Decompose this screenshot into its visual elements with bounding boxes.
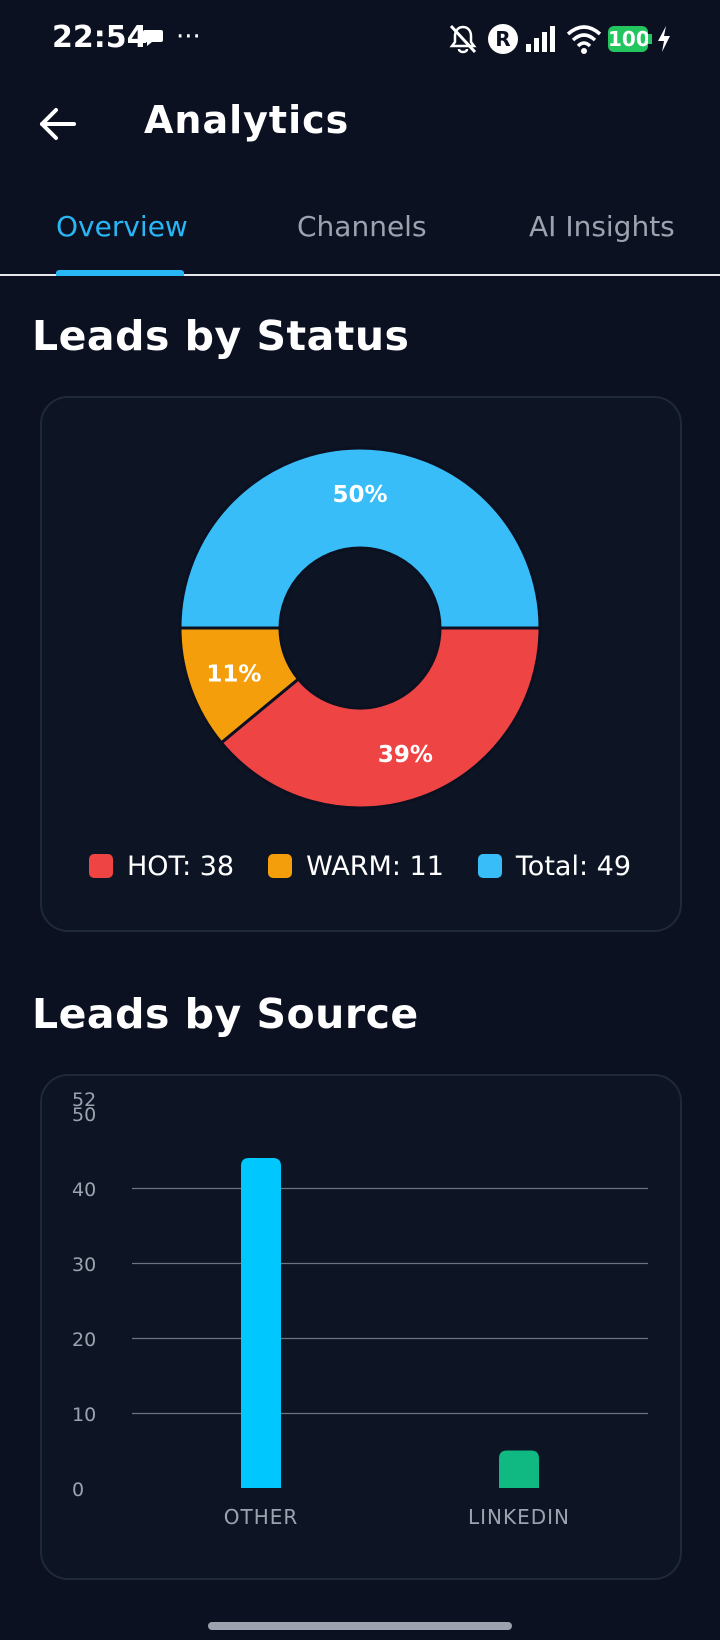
charging-icon	[658, 26, 670, 52]
y-tick-label: 10	[72, 1404, 96, 1426]
roaming-icon: R	[488, 24, 518, 54]
legend-item-warm: WARM: 11	[268, 846, 444, 886]
donut-label-warm: 11%	[206, 661, 261, 687]
status-legend: HOT: 38 WARM: 11 Total: 49	[0, 846, 720, 886]
y-tick-label: 30	[72, 1254, 96, 1276]
y-tick-label: 52	[72, 1089, 96, 1111]
legend-label-hot: HOT: 38	[126, 850, 235, 882]
x-tick-label-other: OTHER	[224, 1505, 299, 1529]
tab-ai-insights[interactable]: AI Insights	[529, 210, 675, 243]
leads-by-source-title: Leads by Source	[32, 990, 419, 1038]
wifi-icon	[566, 25, 602, 54]
y-tick-label: 50	[72, 1104, 96, 1126]
leads-by-status-title: Leads by Status	[32, 312, 410, 360]
legend-swatch-warm	[268, 854, 293, 878]
bar-other[interactable]	[241, 1158, 281, 1488]
tab-bar: Overview Channels AI Insights	[0, 190, 720, 276]
legend-swatch-hot	[88, 854, 113, 878]
status-time: 22:54	[52, 20, 148, 55]
bar-linkedin[interactable]	[499, 1450, 539, 1489]
legend-swatch-total	[477, 854, 502, 878]
legend-label-warm: WARM: 11	[306, 850, 444, 882]
message-icon	[143, 30, 163, 46]
back-arrow-icon[interactable]	[32, 100, 84, 148]
signal-icon	[526, 26, 555, 52]
y-tick-label: 40	[72, 1179, 96, 1201]
legend-item-hot: HOT: 38	[88, 846, 235, 886]
tab-overview[interactable]: Overview	[56, 210, 188, 243]
status-donut-chart: 50% 39% 11%	[178, 446, 542, 810]
notifications-off-icon	[449, 24, 477, 54]
donut-slice-hot[interactable]	[219, 626, 542, 810]
home-indicator[interactable]	[208, 1622, 512, 1630]
page-title: Analytics	[144, 98, 350, 142]
donut-slice-total[interactable]	[178, 446, 542, 630]
source-chart-card	[40, 1074, 682, 1580]
tab-channels[interactable]: Channels	[297, 210, 427, 243]
y-tick-label: 0	[72, 1479, 84, 1501]
legend-item-total: Total: 49	[477, 846, 631, 886]
legend-label-total: Total: 49	[515, 850, 631, 882]
donut-slice-warm[interactable]	[178, 626, 301, 745]
more-icon: ···	[176, 22, 201, 52]
battery-tip	[648, 34, 652, 44]
status-bar: 22:54 ··· R 100	[0, 0, 720, 80]
y-tick-label: 20	[72, 1329, 96, 1351]
tab-indicator	[56, 270, 184, 276]
x-tick-label-linkedin: LINKEDIN	[468, 1505, 570, 1529]
battery-icon	[608, 26, 648, 52]
donut-label-total: 50%	[332, 482, 387, 508]
battery-level: 100	[608, 27, 650, 51]
donut-label-hot: 39%	[378, 742, 433, 768]
